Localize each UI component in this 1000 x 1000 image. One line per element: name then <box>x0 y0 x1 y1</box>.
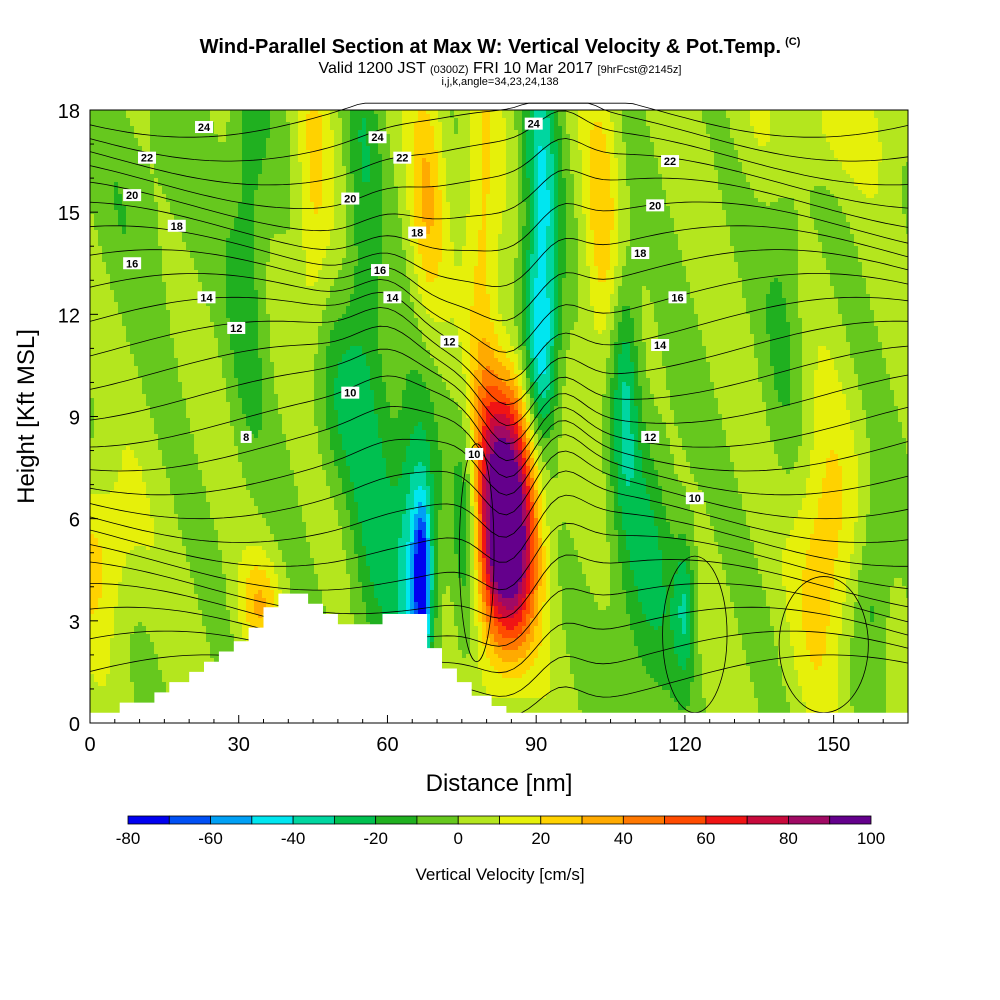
y-tick-label: 9 <box>69 408 80 430</box>
colorbar-swatch <box>706 816 747 824</box>
x-tick-label: 30 <box>228 734 250 756</box>
colorbar-swatch <box>211 816 252 824</box>
y-tick-label: 6 <box>69 510 80 532</box>
contour-label: 14 <box>383 291 401 304</box>
contour-label: 24 <box>369 131 387 144</box>
colorbar-swatch <box>582 816 623 824</box>
contour-label-text: 16 <box>374 265 386 277</box>
colorbar-swatch <box>747 816 788 824</box>
contour-label-text: 12 <box>230 323 242 335</box>
contour-label: 22 <box>661 155 679 168</box>
contour-label-text: 20 <box>126 190 138 202</box>
contour-label-text: 8 <box>243 432 249 444</box>
colorbar-swatch <box>417 816 458 824</box>
x-tick-label: 0 <box>84 734 95 756</box>
contour-label: 10 <box>686 492 704 505</box>
contour-label-text: 22 <box>664 156 676 168</box>
x-axis-title: Distance [nm] <box>426 770 573 797</box>
contour-label-text: 24 <box>371 132 384 144</box>
contour-label-text: 14 <box>386 292 399 304</box>
contour-label: 22 <box>138 152 156 165</box>
contour-label: 20 <box>123 189 141 202</box>
contour-label: 10 <box>341 387 359 400</box>
colorbar-label: 80 <box>779 829 798 848</box>
colorbar-swatch <box>788 816 829 824</box>
colorbar-title: Vertical Velocity [cm/s] <box>415 865 584 884</box>
contour-label-text: 10 <box>689 493 701 505</box>
contour-label-text: 12 <box>644 432 656 444</box>
contour-label: 12 <box>227 322 245 335</box>
contour-label: 10 <box>465 448 483 461</box>
colorbar-label: 60 <box>696 829 715 848</box>
colorbar-label: 0 <box>453 829 462 848</box>
contour-label-text: 12 <box>443 337 455 349</box>
colorbar-label: 20 <box>531 829 550 848</box>
x-tick-label: 150 <box>817 734 850 756</box>
contour-label: 8 <box>241 431 252 444</box>
colorbar-swatch <box>623 816 664 824</box>
contour-label: 18 <box>408 227 426 240</box>
contour-label-text: 16 <box>671 292 683 304</box>
colorbar-swatch <box>293 816 334 824</box>
contour-label-text: 22 <box>396 153 408 165</box>
contour-label: 12 <box>440 336 458 349</box>
colorbar-swatch <box>500 816 541 824</box>
colorbar-swatch <box>458 816 499 824</box>
contour-label-text: 10 <box>344 388 356 400</box>
y-tick-label: 3 <box>69 612 80 634</box>
colorbar-label: -60 <box>198 829 223 848</box>
contour-label: 16 <box>371 264 389 277</box>
colorbar-label: 40 <box>614 829 633 848</box>
contour-label-text: 24 <box>198 122 211 134</box>
colorbar-swatch <box>334 816 375 824</box>
contour-label-text: 14 <box>200 292 213 304</box>
contour-label-text: 22 <box>141 153 153 165</box>
colorbar-label: 100 <box>857 829 885 848</box>
vertical-section-chart: 24 22 20 18 16 14 12 10 8 24 22 20 18 16 14 12 10 24 22 20 1… <box>0 0 1000 1000</box>
contour-label-text: 18 <box>634 248 646 260</box>
colorbar-label: -20 <box>363 829 388 848</box>
colorbar-label: -40 <box>281 829 306 848</box>
y-tick-label: 12 <box>58 305 80 327</box>
contour-label: 18 <box>168 220 186 233</box>
y-tick-label: 15 <box>58 203 80 225</box>
contour-label: 16 <box>668 291 686 304</box>
contour-label-text: 14 <box>654 340 667 352</box>
colorbar-label: -80 <box>116 829 141 848</box>
colorbar-swatch <box>541 816 582 824</box>
contour-label: 24 <box>195 121 213 134</box>
contour-label: 14 <box>651 339 669 352</box>
colorbar-swatch <box>665 816 706 824</box>
contour-label-text: 20 <box>649 200 661 212</box>
contour-label: 20 <box>341 193 359 206</box>
x-tick-label: 120 <box>668 734 701 756</box>
contour-label-text: 16 <box>126 258 138 270</box>
contour-label: 16 <box>123 257 141 270</box>
y-tick-label: 18 <box>58 101 80 123</box>
colorbar-swatch <box>128 816 169 824</box>
contour-label-text: 20 <box>344 194 356 206</box>
colorbar-swatch <box>376 816 417 824</box>
contour-label: 18 <box>631 247 649 260</box>
x-tick-label: 60 <box>376 734 398 756</box>
contour-label: 12 <box>641 431 659 444</box>
y-tick-label: 0 <box>69 714 80 736</box>
contour-label: 24 <box>525 118 543 131</box>
contour-label: 22 <box>393 152 411 165</box>
colorbar-swatch <box>830 816 871 824</box>
contour-label-text: 10 <box>468 449 480 461</box>
colorbar-swatch <box>169 816 210 824</box>
colorbar: -80 -60 -40 -20 0 20 40 60 80 100 <box>116 816 885 848</box>
colorbar-swatch <box>252 816 293 824</box>
contour-label-text: 18 <box>411 228 423 240</box>
contour-label: 14 <box>198 291 216 304</box>
contour-label-text: 18 <box>171 221 183 233</box>
contour-label: 20 <box>646 199 664 212</box>
contour-label-text: 24 <box>528 119 541 131</box>
x-tick-label: 90 <box>525 734 547 756</box>
y-axis-title: Height [Kft MSL] <box>13 329 40 504</box>
